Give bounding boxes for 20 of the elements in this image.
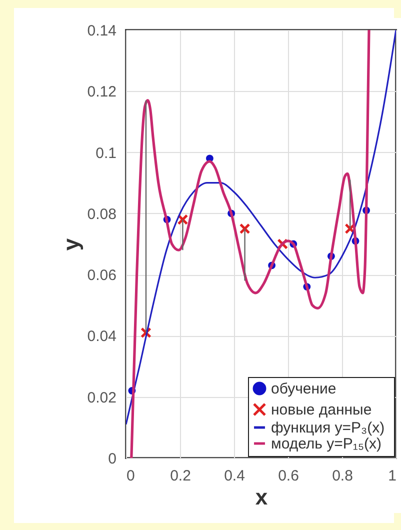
legend-label: новые данные: [271, 402, 372, 418]
y-tick-label: 0: [108, 450, 116, 468]
y-tick-label: 0.06: [87, 267, 116, 284]
y-tick-label: 0.1: [96, 144, 116, 162]
x-tick-label: 0.4: [224, 468, 245, 484]
y-tick-label: 0.14: [87, 22, 116, 40]
x-tick-label: 1: [388, 468, 396, 484]
y-tick-label: 0.02: [87, 389, 116, 406]
x-tick-label: 0.6: [278, 468, 299, 484]
legend-label: обучение: [271, 380, 336, 398]
x-tick-label: 0.8: [332, 468, 353, 484]
y-tick-label: 0.12: [87, 84, 116, 101]
y-tick-label: 0.04: [87, 328, 116, 346]
legend-label: модель y=P₁₅(x): [271, 436, 382, 452]
x-tick-label: 0.2: [170, 468, 191, 484]
x-tick-label: 0: [126, 468, 135, 484]
legend-label: функция y=P₃(x): [271, 420, 385, 436]
y-tick-label: 0.08: [87, 206, 116, 223]
x-axis-title: x: [255, 484, 268, 510]
y-axis-title: y: [58, 238, 84, 251]
